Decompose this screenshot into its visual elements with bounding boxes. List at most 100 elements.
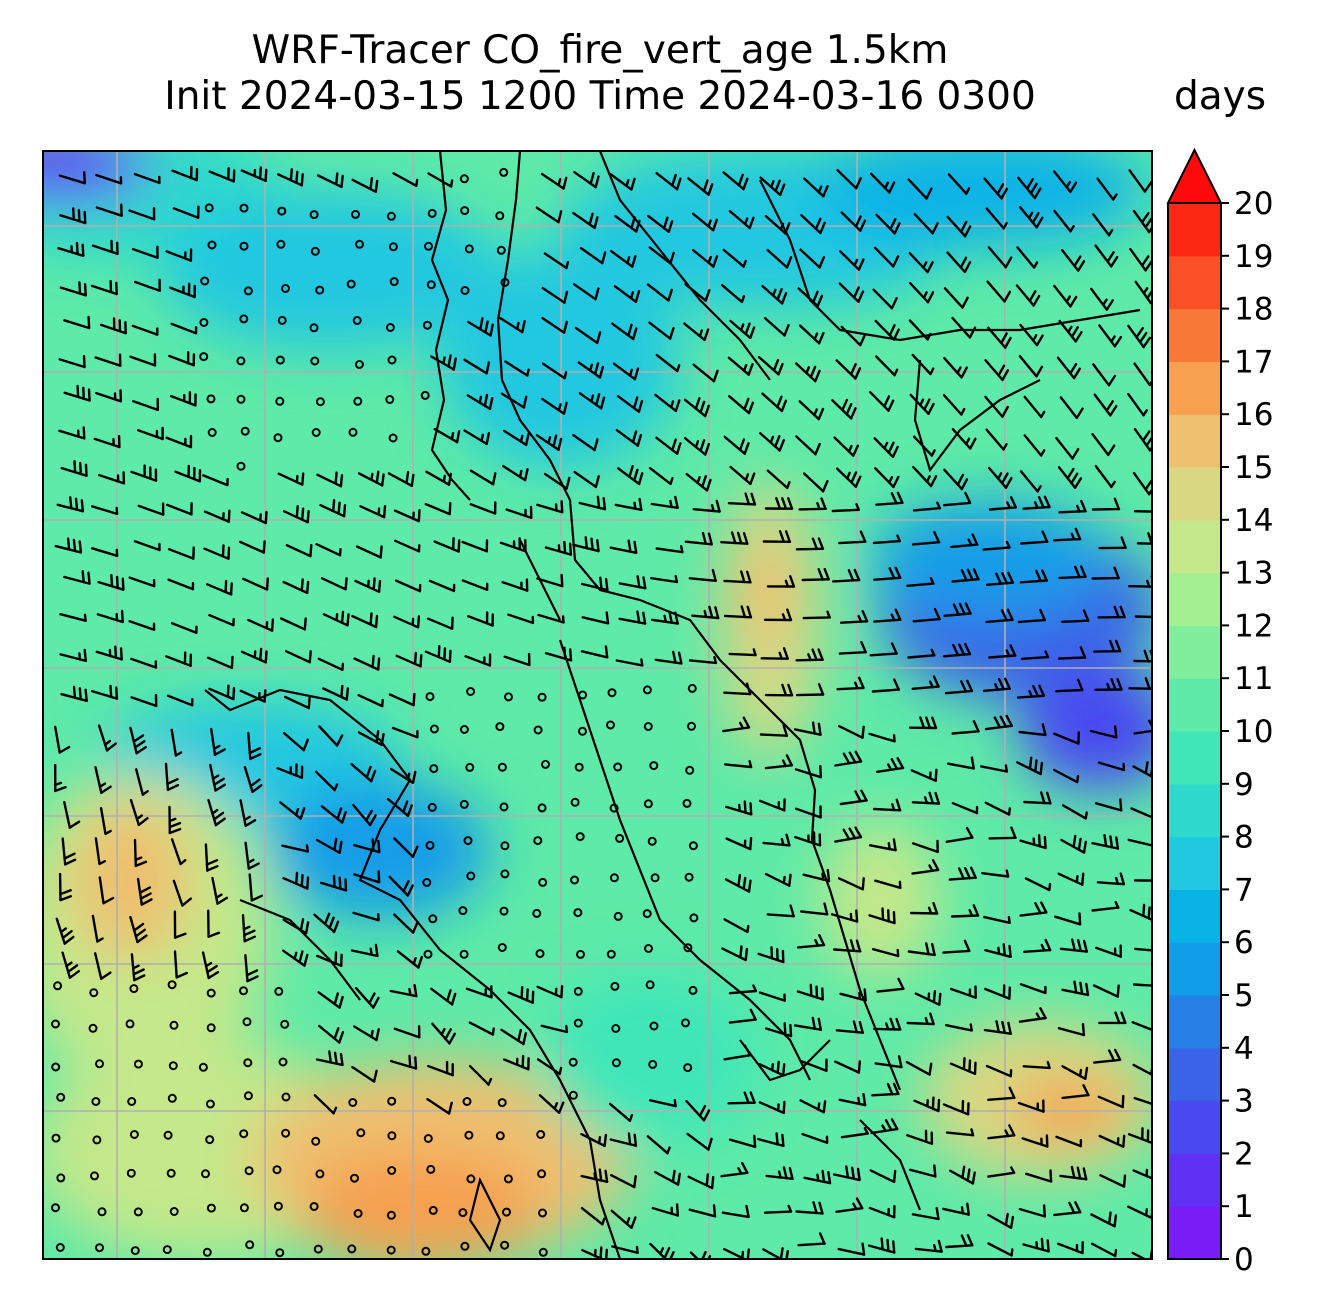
wind-barb	[688, 568, 717, 582]
wind-barb	[655, 545, 684, 554]
calm-marker	[570, 875, 579, 885]
wind-barb	[987, 1166, 1016, 1178]
wind-barb	[1018, 723, 1047, 737]
wind-barb	[354, 986, 380, 1009]
wind-barb	[946, 756, 975, 770]
wind-barb	[1023, 434, 1046, 457]
wind-barb	[386, 797, 413, 817]
wind-barb	[763, 608, 793, 622]
wind-barb	[802, 472, 829, 493]
wind-barb	[835, 359, 862, 380]
calm-marker	[281, 1128, 291, 1138]
calm-marker	[311, 428, 321, 437]
wind-barb	[394, 579, 422, 593]
wind-barb	[1099, 1174, 1127, 1188]
wind-barb	[907, 648, 936, 659]
calm-marker	[387, 1166, 397, 1175]
calm-marker	[504, 692, 513, 702]
wind-barb	[723, 682, 752, 696]
calm-marker	[495, 1131, 505, 1141]
calm-marker	[495, 722, 505, 732]
calm-marker	[133, 1059, 143, 1069]
calm-marker	[570, 797, 580, 807]
wind-barb	[1020, 530, 1049, 545]
wind-barb	[728, 648, 757, 657]
wind-barb	[130, 953, 146, 982]
wind-barb	[942, 491, 972, 507]
colorbar-segment	[1168, 678, 1221, 732]
wind-barb	[461, 539, 489, 553]
wind-barb	[91, 914, 104, 943]
wind-barb	[763, 1204, 793, 1214]
wind-barb	[171, 165, 199, 182]
wind-barb	[351, 612, 379, 629]
colorbar-segment	[1168, 942, 1221, 996]
wind-barb	[536, 573, 564, 588]
wind-barb	[1092, 984, 1120, 998]
calm-marker	[89, 988, 99, 998]
wind-barb	[461, 579, 489, 591]
wind-barb	[987, 1242, 1014, 1257]
wind-barb	[164, 762, 180, 791]
calm-marker	[497, 943, 507, 952]
calm-marker	[240, 426, 250, 436]
calm-marker	[495, 211, 505, 221]
wind-barb	[1127, 324, 1152, 349]
wind-barb	[1089, 287, 1115, 311]
wind-barb	[282, 918, 310, 935]
wind-barb	[501, 578, 529, 592]
colorbar-segment	[1168, 414, 1221, 468]
wind-barb	[94, 837, 107, 866]
wind-barb	[766, 469, 791, 490]
wind-barb	[577, 361, 605, 379]
wind-barb	[99, 317, 127, 335]
wind-barb	[985, 207, 1008, 230]
wind-barb	[874, 1055, 903, 1069]
wind-barb	[355, 545, 383, 559]
wind-barb	[982, 540, 1011, 551]
wind-barb	[764, 497, 794, 510]
wind-barb	[833, 1165, 861, 1182]
wind-barb	[762, 833, 791, 847]
calm-marker	[309, 323, 319, 333]
wind-barb	[170, 838, 187, 866]
wind-barb	[58, 171, 87, 185]
calm-marker	[538, 877, 548, 887]
wind-barb	[502, 464, 529, 482]
wind-barb	[759, 724, 788, 737]
wind-barb	[838, 530, 867, 545]
wind-barb	[204, 843, 219, 872]
wind-barb	[1093, 393, 1118, 417]
wind-barb	[55, 917, 75, 945]
wind-barb	[503, 1054, 530, 1071]
calm-marker	[606, 720, 615, 730]
calm-marker	[51, 1133, 61, 1143]
wind-barb	[908, 251, 934, 274]
wind-barb	[239, 799, 257, 828]
wind-barb	[543, 252, 570, 270]
wind-barb	[1023, 395, 1046, 419]
wind-barb	[1091, 432, 1116, 457]
calm-marker	[280, 1019, 290, 1029]
wind-barb	[205, 579, 233, 596]
calm-marker	[207, 428, 217, 437]
wind-barb	[757, 946, 785, 964]
calm-marker	[536, 1130, 546, 1139]
wind-barb	[835, 1197, 864, 1214]
wind-barb	[573, 283, 600, 301]
wind-barb	[762, 1246, 789, 1259]
calm-marker	[53, 981, 63, 991]
wind-barb	[874, 467, 900, 489]
colorbar-tick-label: 10	[1234, 714, 1273, 750]
calm-marker	[538, 1247, 548, 1257]
calm-marker	[535, 949, 545, 959]
wind-barb	[873, 437, 899, 459]
wind-barb	[876, 977, 905, 993]
calm-marker	[389, 277, 399, 287]
wind-barb	[1091, 901, 1120, 912]
wind-barb	[766, 575, 796, 588]
wind-barb	[503, 429, 530, 447]
wind-barb	[1052, 768, 1080, 784]
wind-barb	[686, 1132, 713, 1151]
wind-barb	[1133, 510, 1152, 513]
